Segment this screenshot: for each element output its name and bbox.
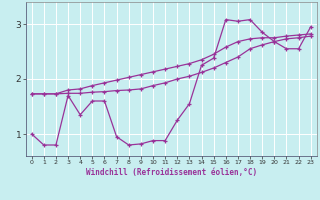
X-axis label: Windchill (Refroidissement éolien,°C): Windchill (Refroidissement éolien,°C)	[86, 168, 257, 177]
